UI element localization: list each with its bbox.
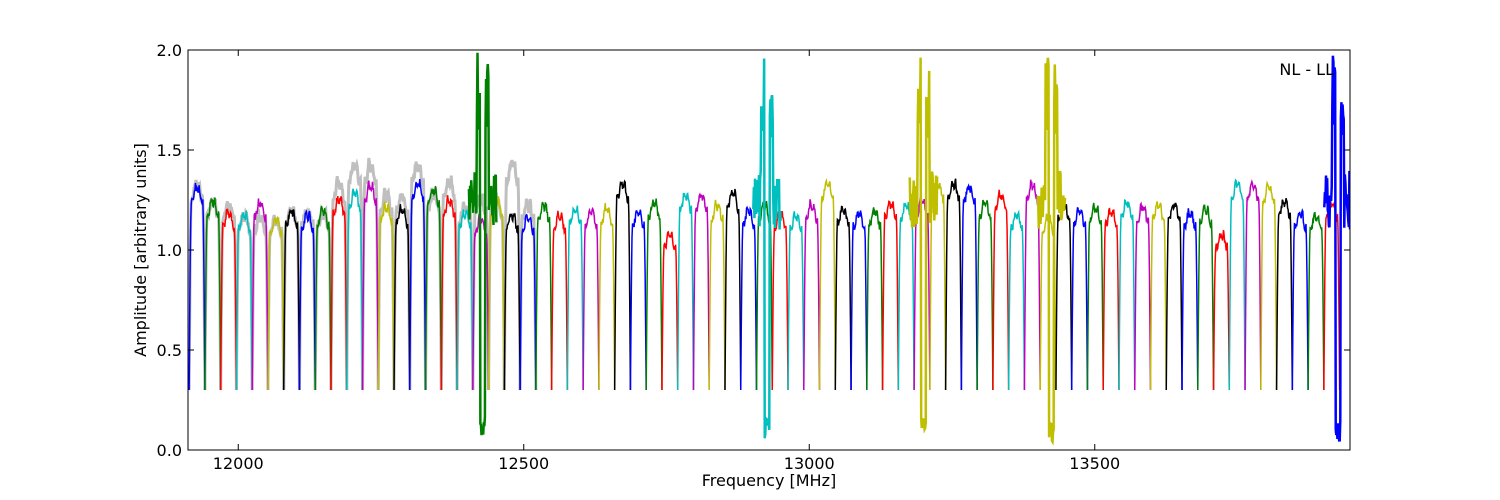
spectral-band-10	[330, 195, 348, 391]
spectral-band-8	[298, 209, 316, 391]
reference-band-15	[408, 161, 428, 391]
spectral-band-57	[1070, 206, 1089, 391]
y-tick-label: 1.0	[157, 241, 182, 260]
spectral-band-16	[424, 186, 443, 391]
spectral-band-17	[440, 195, 458, 391]
spectral-band-60	[1118, 199, 1136, 391]
anomaly-feature-4	[1036, 57, 1067, 446]
x-tick-label: 13000	[784, 454, 835, 473]
spectral-band-65	[1197, 204, 1215, 391]
x-tick-label: 13500	[1069, 454, 1120, 473]
axes: 12000 12500 13000 13500 0.0 0.5 1.0 1.5 2.0	[157, 41, 1350, 473]
spectral-band-58	[1086, 202, 1104, 391]
reference-band-3	[219, 200, 238, 391]
spectral-band-31	[661, 230, 679, 391]
spectral-band-21	[503, 212, 521, 391]
x-tick-label: 12000	[213, 454, 264, 473]
spectral-band-63	[1165, 202, 1183, 391]
spectral-band-15	[409, 178, 427, 391]
anomaly-feature-2	[752, 58, 782, 439]
y-tick-label: 0.5	[157, 341, 182, 360]
spectral-band-1	[188, 182, 206, 391]
spectral-band-22	[519, 213, 537, 391]
spectral-band-64	[1181, 208, 1199, 391]
anomaly-feature-3	[908, 57, 939, 434]
reference-band-17	[439, 175, 459, 391]
spectral-band-5	[251, 198, 269, 391]
reference-band-21	[502, 159, 522, 391]
reference-band-13	[376, 186, 396, 391]
spectral-band-23	[535, 201, 553, 391]
anomaly-feature-1	[467, 52, 498, 436]
spectral-band-42	[834, 205, 852, 391]
spectral-band-69	[1260, 180, 1278, 391]
spectral-band-70	[1275, 198, 1294, 391]
spectral-band-9	[314, 205, 332, 391]
spectral-band-33	[692, 192, 710, 391]
spectral-band-18	[456, 208, 474, 391]
spectral-band-24	[550, 210, 569, 391]
x-tick-label: 12500	[498, 454, 549, 473]
spectral-band-39	[787, 211, 805, 391]
spectral-band-50	[960, 183, 978, 391]
spectral-band-59	[1102, 207, 1120, 391]
y-tick-label: 2.0	[157, 41, 182, 60]
spectral-band-4	[235, 210, 253, 391]
spectral-band-72	[1307, 211, 1325, 391]
plot-area	[188, 52, 1350, 446]
spectral-band-73	[1323, 198, 1341, 391]
spectral-band-67	[1228, 178, 1246, 391]
x-axis-label: Frequency [MHz]	[702, 471, 836, 490]
reference-band-14	[392, 192, 412, 391]
spectral-band-43	[850, 210, 868, 391]
reference-band-5	[250, 208, 270, 391]
y-axis-label: Amplitude [arbitrary units]	[131, 143, 150, 357]
spectral-band-52	[992, 189, 1010, 391]
spectral-band-66	[1212, 229, 1231, 391]
spectral-band-28	[613, 179, 632, 391]
y-tick-label: 0.0	[157, 441, 182, 460]
spectral-band-62	[1149, 201, 1167, 391]
spectral-band-61	[1133, 201, 1152, 391]
spectral-band-44	[866, 207, 884, 391]
spectral-band-2	[204, 197, 222, 391]
spectral-band-68	[1244, 179, 1262, 391]
y-tick-label: 1.5	[157, 141, 182, 160]
reference-band-12	[360, 157, 380, 391]
spectral-band-36	[739, 205, 758, 391]
spectral-band-27	[598, 202, 616, 391]
reference-band-11	[345, 158, 364, 391]
spectral-band-12	[361, 180, 380, 391]
spectral-band-26	[582, 206, 600, 391]
spectral-band-6	[267, 215, 285, 391]
spectral-band-51	[976, 199, 994, 391]
spectral-band-40	[803, 199, 821, 391]
spectral-band-34	[708, 199, 726, 391]
spectral-band-13	[377, 201, 395, 391]
spectral-band-29	[629, 209, 647, 391]
channel-label: NL - LL	[1279, 60, 1334, 79]
spectral-band-11	[345, 187, 364, 391]
spectral-band-32	[676, 192, 695, 391]
spectral-band-41	[818, 177, 837, 391]
spectral-band-71	[1291, 208, 1309, 391]
spectral-band-53	[1007, 209, 1026, 391]
spectral-band-45	[881, 200, 900, 391]
reference-band-22	[518, 198, 538, 391]
spectral-band-49	[944, 178, 963, 391]
reference-band-10	[329, 175, 349, 391]
anomaly-feature-5	[1323, 55, 1350, 442]
spectral-band-14	[393, 204, 411, 391]
spectral-band-35	[724, 188, 742, 391]
spectral-band-30	[645, 198, 663, 391]
spectral-band-25	[566, 205, 584, 391]
spectral-band-7	[282, 208, 301, 391]
spectral-band-3	[219, 208, 238, 391]
